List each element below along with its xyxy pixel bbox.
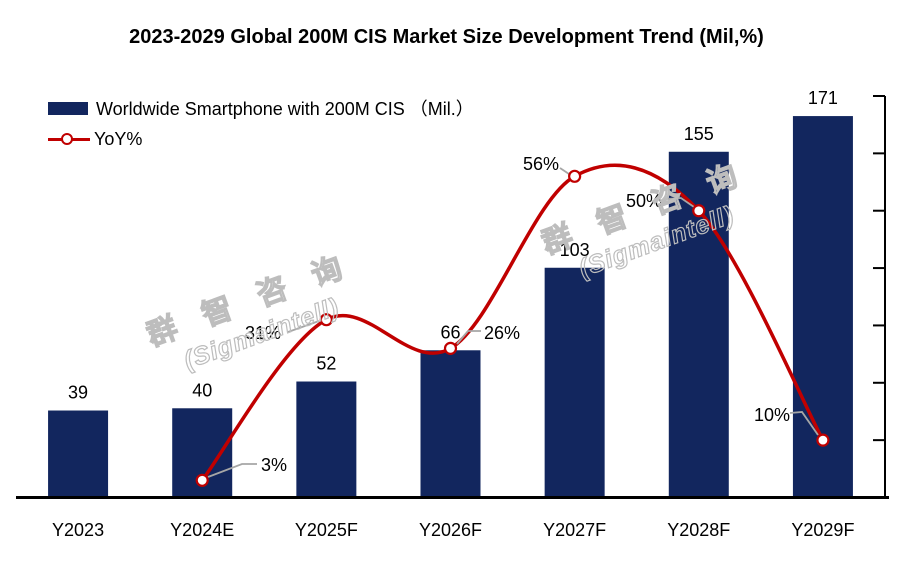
yoy-line	[200, 163, 825, 482]
chart-title: 2023-2029 Global 200M CIS Market Size De…	[129, 26, 764, 48]
bar-value-label: 39	[68, 383, 88, 403]
x-tick-label: Y2026F	[419, 520, 482, 540]
pct-leader-line	[287, 320, 320, 333]
yoy-marker	[195, 473, 209, 487]
bar-Y2027F	[544, 267, 605, 498]
legend: Worldwide Smartphone with 200M CIS （Mil.…	[48, 97, 474, 159]
yoy-marker	[692, 204, 706, 218]
bar-Y2025F	[296, 381, 357, 498]
bar-value-label: 155	[684, 124, 714, 144]
pct-label: 10%	[754, 405, 790, 425]
pct-leader-line	[789, 411, 819, 436]
marker-circle-icon	[61, 132, 73, 145]
legend-item-line: YoY%	[48, 128, 474, 150]
yoy-marker	[568, 169, 582, 183]
bar-value-label: 40	[192, 380, 212, 400]
pct-leader-line	[665, 197, 695, 208]
bar-Y2023	[48, 410, 109, 498]
x-tick-label: Y2029F	[791, 520, 854, 540]
pct-label: 31%	[245, 323, 281, 343]
bar-swatch-icon	[48, 101, 88, 115]
bar-Y2026F	[420, 350, 481, 498]
x-tick-label: Y2024E	[170, 520, 234, 540]
legend-label-bars: Worldwide Smartphone with 200M CIS （Mil.…	[96, 99, 474, 119]
bar-value-label: 66	[440, 322, 460, 342]
x-tick-label: Y2023	[52, 520, 104, 540]
yoy-marker	[816, 433, 830, 447]
legend-item-bars: Worldwide Smartphone with 200M CIS （Mil.…	[48, 97, 474, 119]
pct-label: 50%	[626, 191, 662, 211]
x-tick-label: Y2025F	[295, 520, 358, 540]
bar-value-label: 52	[316, 354, 336, 374]
pct-leader-line	[456, 330, 481, 345]
pct-label: 56%	[523, 154, 559, 174]
bar-Y2028F	[668, 151, 729, 498]
line-marker-swatch-icon	[48, 132, 90, 145]
x-tick-label: Y2028F	[667, 520, 730, 540]
pct-label: 26%	[484, 323, 520, 343]
bar-value-label: 103	[560, 240, 590, 260]
bar-value-label: 171	[808, 88, 838, 108]
pct-label: 3%	[261, 455, 287, 475]
pct-leader-line	[207, 463, 257, 478]
yoy-marker	[319, 313, 333, 327]
x-tick-label: Y2027F	[543, 520, 606, 540]
pct-leader-line	[559, 167, 570, 175]
legend-label-line: YoY%	[94, 128, 143, 149]
yoy-marker	[443, 341, 458, 355]
